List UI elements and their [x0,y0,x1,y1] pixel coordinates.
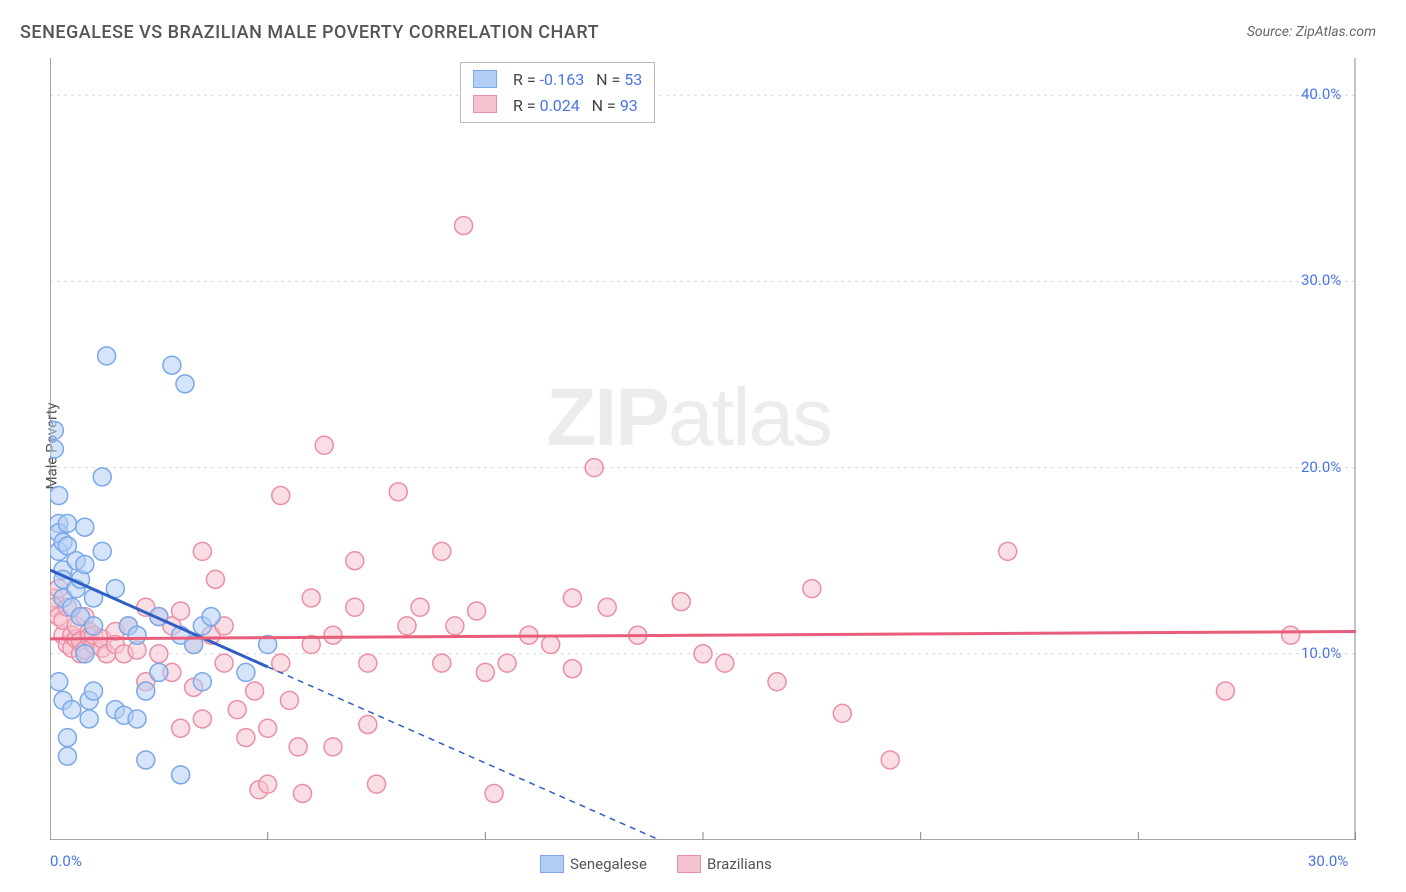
stats-row: R = 0.024 N = 93 [473,93,642,119]
legend-label: Senegalese [570,855,647,873]
source-label: Source: ZipAtlas.com [1247,24,1376,40]
legend-swatch [540,855,564,873]
stats-swatch [473,70,497,88]
y-tick-label: 30.0% [1301,271,1341,289]
x-tick-label: 0.0% [50,852,82,870]
legend: Senegalese Brazilians [540,855,772,874]
stats-row: R = -0.163 N = 53 [473,67,642,93]
x-tick-label: 30.0% [1308,852,1348,870]
scatter-plot [50,58,1356,840]
y-tick-label: 20.0% [1301,458,1341,476]
y-tick-label: 40.0% [1301,85,1341,103]
stats-swatch [473,95,497,113]
legend-item: Senegalese [540,855,647,874]
y-tick-label: 10.0% [1301,644,1341,662]
legend-swatch [677,855,701,873]
legend-item: Brazilians [677,855,772,874]
chart-title: SENEGALESE VS BRAZILIAN MALE POVERTY COR… [20,22,599,43]
correlation-stats-box: R = -0.163 N = 53R = 0.024 N = 93 [460,62,655,123]
legend-label: Brazilians [707,855,772,873]
